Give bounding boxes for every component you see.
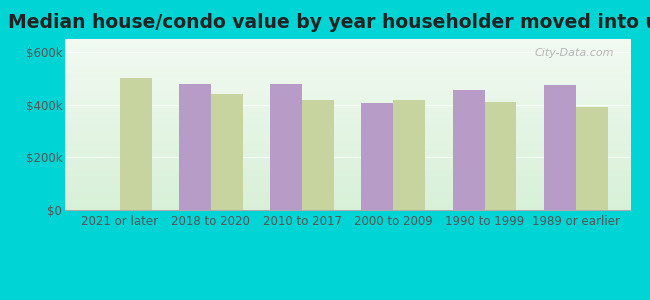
Bar (576, 107, 608, 210)
Bar (393, 100, 425, 210)
Bar (452, 90, 484, 210)
Title: Median house/condo value by year householder moved into unit: Median house/condo value by year househo… (8, 13, 650, 32)
Bar (120, 79, 151, 210)
Bar (484, 102, 517, 210)
Bar (361, 103, 393, 210)
Bar (211, 94, 243, 210)
Bar (302, 100, 334, 210)
Bar (544, 85, 576, 210)
Bar (270, 84, 302, 210)
Text: City-Data.com: City-Data.com (534, 47, 614, 58)
Bar (179, 84, 211, 210)
